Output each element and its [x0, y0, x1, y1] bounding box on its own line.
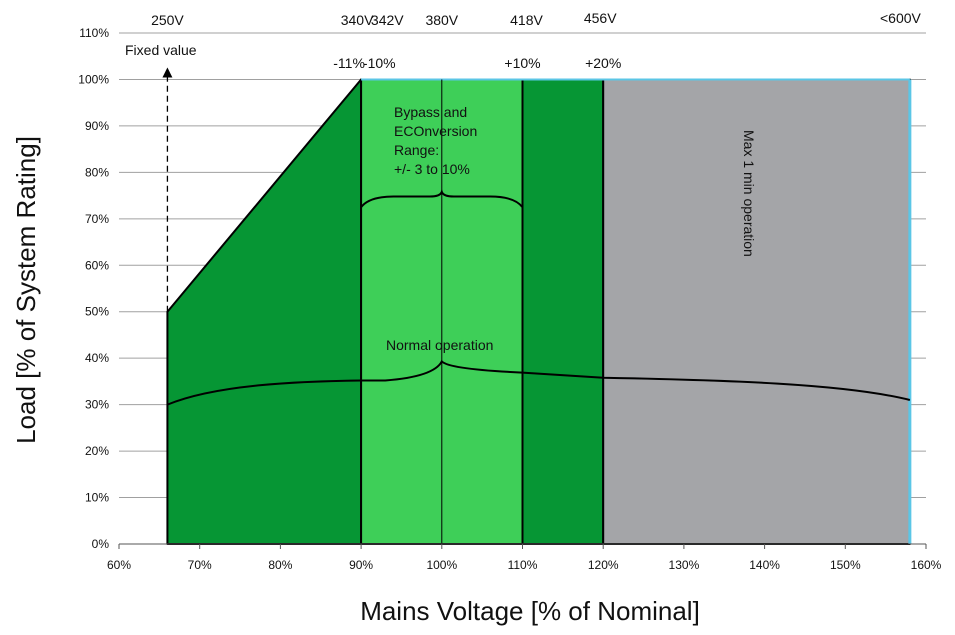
annotation-lines [162, 67, 912, 544]
x-axis-title: Mains Voltage [% of Nominal] [360, 596, 700, 626]
x-tick-label: 110% [508, 558, 538, 572]
percent-label: +20% [585, 55, 621, 71]
voltage-label: 456V [584, 10, 617, 26]
normal-operation-label: Normal operation [386, 337, 493, 353]
labels: 0% 10% 20% 30% 40% 50% 60% 70% 80% 90% 100% 110% 60%… [78, 10, 941, 572]
fixed-value-label: Fixed value [125, 42, 197, 58]
axes [118, 543, 927, 549]
y-tick-label: 40% [85, 351, 109, 365]
y-tick-label: 20% [85, 444, 109, 458]
y-tick-label: 80% [85, 165, 109, 179]
y-tick-label: 70% [85, 212, 109, 226]
y-tick-label: 0% [92, 537, 110, 551]
bypass-range-label: +/- 3 to 10% [394, 161, 470, 177]
x-tick-label: 70% [188, 558, 212, 572]
y-tick-label: 10% [85, 491, 109, 505]
y-tick-label: 30% [85, 398, 109, 412]
max-operation-label: Max 1 min operation [741, 130, 757, 257]
voltage-label: 380V [425, 12, 458, 28]
region-2 [521, 78, 605, 545]
normal-operation-curve [167, 359, 911, 406]
region-0 [166, 78, 363, 545]
bypass-range-label: Bypass and [394, 104, 467, 120]
x-tick-label: 130% [669, 558, 700, 572]
percent-label: +10% [504, 55, 540, 71]
y-tick-label: 50% [85, 305, 109, 319]
bypass-range-brace [360, 188, 524, 208]
x-tick-label: 160% [911, 558, 942, 572]
x-tick-label: 80% [268, 558, 292, 572]
y-tick-label: 60% [85, 258, 109, 272]
x-tick-label: 140% [749, 558, 780, 572]
y-tick-label: 110% [79, 26, 109, 40]
y-tick-label: 100% [78, 72, 109, 86]
voltage-label: 340V [341, 12, 374, 28]
y-axis-title: Load [% of System Rating] [11, 136, 41, 444]
y-tick-label: 90% [85, 119, 109, 133]
bypass-range-label: ECOnversion [394, 123, 477, 139]
voltage-label: 418V [510, 12, 543, 28]
voltage-label: 342V [371, 12, 404, 28]
x-tick-label: 100% [426, 558, 457, 572]
voltage-label: 250V [151, 12, 184, 28]
bypass-range-label: Range: [394, 142, 439, 158]
percent-label: -11% [333, 55, 365, 71]
x-tick-label: 90% [349, 558, 373, 572]
x-tick-label: 150% [830, 558, 861, 572]
voltage-label: <600V [880, 10, 922, 26]
percent-label: -10% [363, 55, 396, 71]
x-tick-label: 60% [107, 558, 131, 572]
operating-regions [166, 78, 911, 545]
x-tick-label: 120% [588, 558, 619, 572]
